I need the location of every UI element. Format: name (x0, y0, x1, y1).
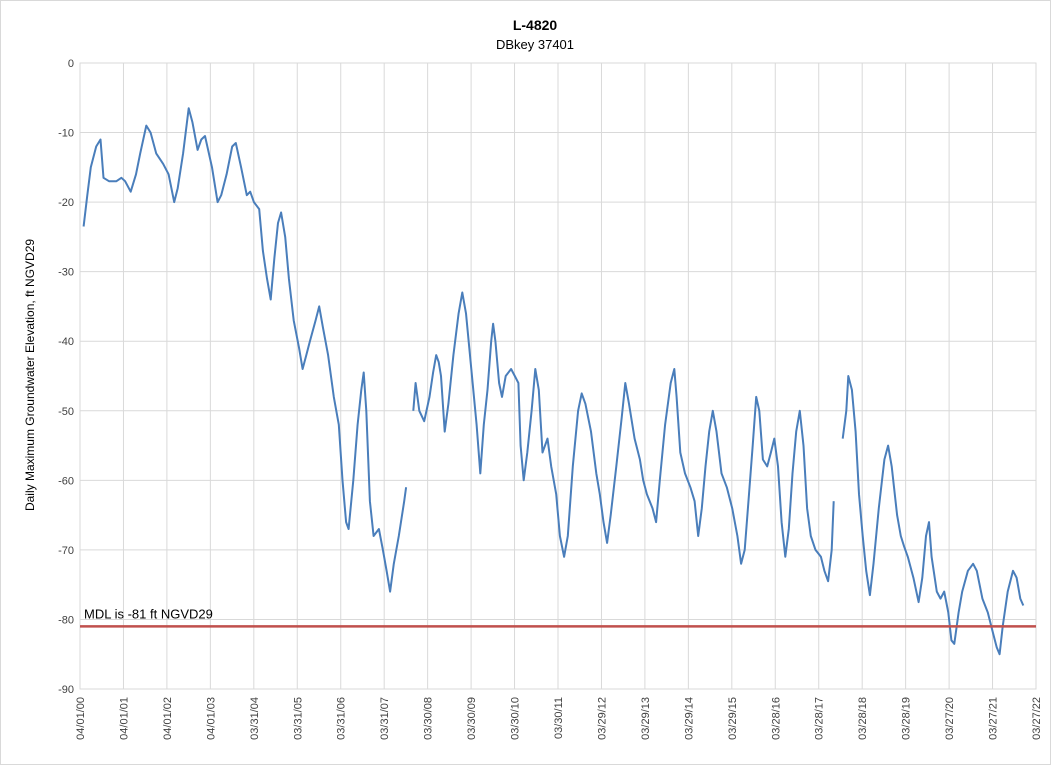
x-tick-label: 03/27/22 (1031, 697, 1043, 740)
x-tick-label: 03/27/21 (988, 697, 1000, 740)
x-tick-label: 03/29/12 (596, 697, 608, 740)
x-tick-label: 04/01/03 (205, 697, 217, 740)
x-tick-label: 04/01/01 (118, 697, 130, 740)
y-axis-label: Daily Maximum Groundwater Elevation, ft … (23, 239, 37, 511)
y-tick-label: 0 (68, 58, 74, 70)
x-tick-label: 03/30/11 (553, 697, 565, 739)
y-tick-label: -80 (58, 614, 74, 626)
x-tick-label: 03/31/05 (292, 697, 304, 740)
x-tick-label: 03/29/15 (727, 697, 739, 740)
mdl-label: MDL is -81 ft NGVD29 (84, 606, 213, 621)
y-tick-label: -40 (58, 336, 74, 348)
x-tick-label: 03/27/20 (944, 697, 956, 740)
chart-title: L-4820 (513, 17, 558, 33)
y-tick-label: -10 (58, 128, 74, 140)
y-tick-label: -60 (58, 475, 74, 487)
x-tick-label: 03/31/04 (249, 697, 261, 740)
x-tick-label: 03/28/16 (770, 697, 782, 740)
x-tick-label: 03/28/17 (814, 697, 826, 740)
y-tick-label: -20 (58, 197, 74, 209)
y-tick-label: -30 (58, 267, 74, 279)
x-tick-label: 04/01/00 (75, 697, 87, 740)
x-tick-label: 03/28/18 (857, 697, 869, 740)
x-tick-label: 03/30/09 (466, 697, 478, 740)
x-tick-label: 03/29/13 (640, 697, 652, 740)
y-tick-label: -90 (58, 684, 74, 696)
series-line-segment (841, 375, 1025, 656)
x-tick-label: 03/30/10 (510, 697, 522, 740)
x-tick-label: 03/30/08 (423, 697, 435, 740)
x-tick-label: 03/31/06 (336, 697, 348, 740)
y-tick-label: -70 (58, 545, 74, 557)
series-line-segment (412, 291, 835, 583)
x-tick-label: 04/01/02 (162, 697, 174, 740)
y-tick-label: -50 (58, 406, 74, 418)
x-tick-label: 03/29/14 (683, 697, 695, 740)
x-tick-label: 03/31/07 (379, 697, 391, 740)
chart-subtitle: DBkey 37401 (496, 37, 574, 52)
x-tick-label: 03/28/19 (901, 697, 913, 740)
series-line-segment (82, 107, 408, 593)
